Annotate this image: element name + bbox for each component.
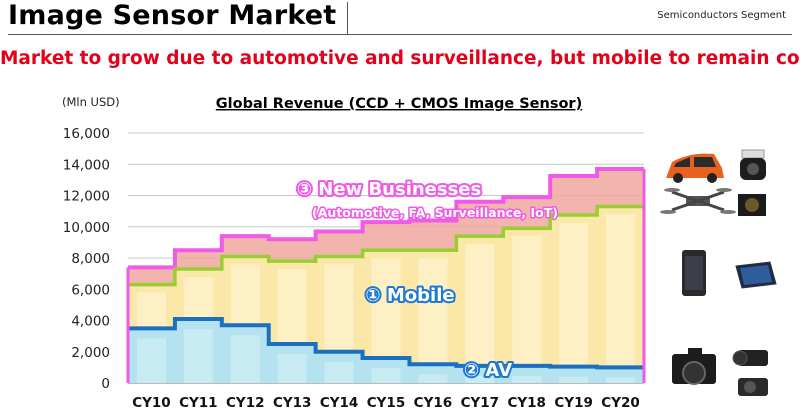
mobile-year-bar (371, 258, 401, 356)
y-tick-label: 10,000 (63, 220, 110, 236)
mobile-year-bar (136, 292, 166, 327)
av-year-bar (136, 338, 166, 383)
mobile-year-bar (559, 223, 589, 365)
product-images (660, 149, 777, 396)
industrial-camera-icon (738, 194, 766, 216)
av-year-bar (324, 361, 354, 383)
y-tick-label: 16,000 (63, 126, 110, 142)
mobile-year-bar (606, 214, 636, 366)
y-tick-label: 4,000 (71, 314, 110, 330)
x-tick-label: CY18 (507, 395, 545, 411)
x-tick-label: CY14 (320, 395, 358, 411)
x-tick-label: CY13 (273, 395, 311, 411)
av-year-bar (230, 335, 260, 383)
y-tick-label: 6,000 (71, 282, 110, 298)
annotation-av: ② AV (464, 360, 512, 381)
series-line-av (128, 316, 644, 370)
drone-icon (660, 188, 736, 214)
y-tick-label: 8,000 (71, 251, 110, 267)
x-tick-label: CY17 (461, 395, 499, 411)
mobile-year-bar (324, 264, 354, 350)
y-axis-unit: (Mln USD) (62, 95, 120, 109)
av-year-bar (512, 375, 542, 383)
series-line-mobile (128, 204, 644, 287)
smartphone-icon (682, 250, 706, 296)
chart-areas (128, 168, 644, 383)
mobile-year-bar (465, 244, 495, 364)
annotation-new-businesses-sub: (Automotive, FA, Surveillance, IoT) (312, 205, 558, 220)
av-year-bar (559, 376, 589, 383)
compact-camera-icon (738, 378, 768, 396)
y-tick-label: 2,000 (71, 345, 110, 361)
mirrorless-camera-icon (672, 348, 716, 385)
chart-title: Global Revenue (CCD + CMOS Image Sensor) (216, 96, 582, 112)
av-year-bar (277, 353, 307, 383)
series-line-new-businesses (128, 166, 644, 270)
mobile-year-bar (418, 258, 448, 363)
mobile-year-bar (512, 236, 542, 364)
x-tick-label: CY16 (414, 395, 452, 411)
tablet-icon (735, 261, 777, 289)
segment-label: Semiconductors Segment (657, 10, 786, 21)
annotation-new-businesses: ③ New Businesses (297, 179, 481, 200)
x-tick-label: CY11 (179, 395, 217, 411)
av-year-bar (183, 328, 213, 383)
y-tick-label: 14,000 (63, 157, 110, 173)
x-tick-label: CY20 (601, 395, 639, 411)
x-tick-label: CY15 (367, 395, 405, 411)
av-year-bar (418, 374, 448, 383)
x-axis-ticks: CY10 CY11 CY12 CY13 CY14 CY15 CY16 CY17 CY18 CY19… (132, 395, 640, 411)
minivan-icon (666, 153, 724, 183)
chart-lines (126, 166, 646, 383)
x-tick-label: CY19 (554, 395, 592, 411)
title-divider (8, 34, 792, 35)
x-tick-label: CY12 (226, 395, 264, 411)
security-camera-icon (740, 149, 766, 180)
page-title: Image Sensor Market (8, 0, 337, 31)
camcorder-icon (732, 350, 768, 366)
y-tick-label: 12,000 (63, 189, 110, 205)
mobile-year-bar (277, 269, 307, 342)
headline: Market to grow due to automotive and sur… (0, 48, 800, 69)
y-axis-ticks: 0 2,000 4,000 6,000 8,000 10,000 12,000 14,000 1… (63, 126, 110, 392)
chart-annotations: ③ New Businesses (Automotive, FA, Surveil… (295, 177, 560, 383)
y-tick-label: 0 (101, 376, 110, 392)
av-year-bar (606, 377, 636, 383)
mobile-year-bar (183, 276, 213, 317)
av-year-bar (465, 375, 495, 383)
annotation-mobile: ① Mobile (365, 285, 454, 306)
mobile-year-bar (230, 264, 260, 324)
title-divider-vertical (347, 2, 348, 34)
x-tick-label: CY10 (132, 395, 170, 411)
av-year-bar (371, 368, 401, 383)
